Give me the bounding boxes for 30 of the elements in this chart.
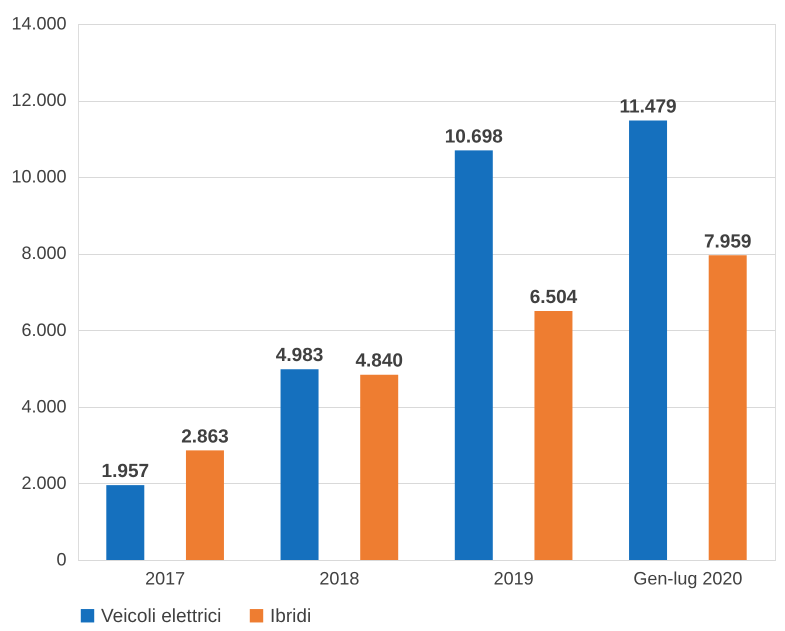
bar bbox=[280, 369, 319, 560]
bar bbox=[106, 485, 144, 560]
bar bbox=[360, 374, 398, 560]
y-tick-label: 8.000 bbox=[21, 243, 66, 264]
x-tick-label: 2019 bbox=[494, 568, 534, 588]
bar bbox=[534, 310, 572, 560]
data-label: 7.959 bbox=[704, 231, 752, 252]
y-tick-label: 10.000 bbox=[11, 166, 66, 187]
x-tick-label: 2017 bbox=[145, 568, 186, 588]
data-label: 1.957 bbox=[102, 461, 150, 482]
y-tick-label: 6.000 bbox=[21, 320, 66, 340]
data-label: 11.479 bbox=[620, 96, 677, 118]
y-tick-label: 14.000 bbox=[11, 14, 66, 34]
data-label: 2.863 bbox=[181, 426, 229, 448]
y-tick-label: 12.000 bbox=[11, 90, 66, 110]
bar bbox=[629, 120, 668, 560]
y-tick-label: 0 bbox=[56, 550, 66, 570]
data-label: 4.983 bbox=[276, 345, 324, 366]
data-label: 10.698 bbox=[444, 126, 503, 148]
x-tick-label: 2018 bbox=[319, 568, 360, 588]
y-tick-label: 2.000 bbox=[21, 472, 66, 493]
bar bbox=[708, 255, 747, 560]
data-label: 6.504 bbox=[530, 286, 578, 308]
legend-label: Veicoli elettrici bbox=[101, 606, 222, 627]
legend-label: Ibridi bbox=[270, 606, 312, 627]
x-tick-label: Gen-lug 2020 bbox=[633, 568, 742, 588]
bar bbox=[186, 450, 224, 560]
y-tick-label: 4.000 bbox=[21, 396, 66, 416]
data-label: 4.840 bbox=[355, 350, 403, 372]
bar bbox=[454, 150, 493, 560]
